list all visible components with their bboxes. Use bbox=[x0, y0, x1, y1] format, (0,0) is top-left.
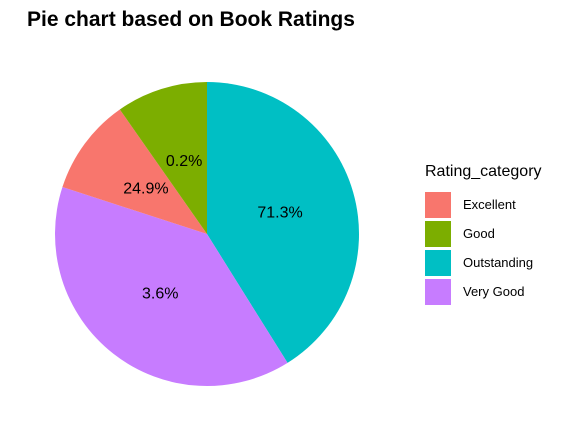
legend-label: Very Good bbox=[463, 284, 525, 299]
legend-key bbox=[425, 249, 451, 276]
chart-title: Pie chart based on Book Ratings bbox=[27, 8, 355, 31]
legend-label: Good bbox=[463, 226, 495, 241]
legend-item-good: Good bbox=[425, 219, 542, 248]
pie-slice-excellent bbox=[62, 109, 208, 234]
legend-label: Outstanding bbox=[463, 255, 534, 270]
legend-item-excellent: Excellent bbox=[425, 190, 542, 219]
legend-title: Rating_category bbox=[425, 163, 542, 180]
pie-slices bbox=[54, 82, 359, 386]
slice-label-very-good: 3.6% bbox=[142, 285, 178, 302]
legend-items: Excellent Good Outstanding Very Good bbox=[425, 190, 542, 306]
pie-slice-labels: 71.3% 3.6% 24.9% 0.2% bbox=[123, 153, 303, 302]
slice-label-good: 0.2% bbox=[166, 153, 202, 170]
pie-slice-very-good bbox=[54, 187, 288, 386]
legend-item-outstanding: Outstanding bbox=[425, 248, 542, 277]
legend: Rating_category Excellent Good Outstanding… bbox=[425, 163, 542, 306]
slice-label-outstanding: 71.3% bbox=[257, 205, 302, 222]
legend-item-very-good: Very Good bbox=[425, 277, 542, 306]
pie-slice-outstanding bbox=[207, 82, 359, 363]
legend-label: Excellent bbox=[463, 197, 516, 212]
slice-label-excellent: 24.9% bbox=[123, 180, 168, 197]
legend-key bbox=[425, 278, 451, 305]
legend-key bbox=[425, 220, 451, 247]
legend-key bbox=[425, 191, 451, 218]
pie-slice-good bbox=[119, 82, 207, 234]
